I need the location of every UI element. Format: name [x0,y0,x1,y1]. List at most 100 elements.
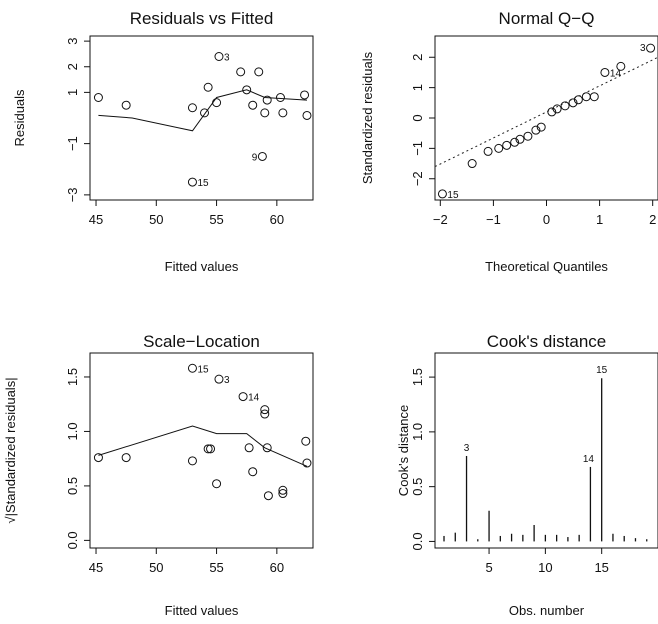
cd-y-tick-label: 0.5 [410,478,425,496]
qq-y-tick-label: −2 [410,171,425,186]
sl-data-point [238,392,248,402]
rvf-x-tick-label: 60 [270,212,284,227]
rvf-point-label: 3 [224,53,230,64]
cd-plot-frame [434,352,658,549]
sl-x-axis-label: Fitted values [165,603,239,618]
qq-y-tick-label: 2 [410,54,425,61]
sl-data-point [263,491,273,501]
qq-x-axis-label: Theoretical Quantiles [485,259,608,274]
rvf-data-point [121,100,131,110]
cd-x-axis-label: Obs. number [509,603,585,618]
sl-data-point [302,458,312,468]
sl-x-tick-label: 50 [149,560,163,575]
qq-data-point [568,98,578,108]
rvf-data-point [242,85,252,95]
qq-chart-title: Normal Q−Q [499,9,595,28]
qq-plot-frame [434,35,658,201]
rvf-data-point [260,108,270,118]
rvf-data-point [302,110,312,120]
sl-data-point [93,453,103,463]
sl-chart-title: Scale−Location [143,332,260,351]
qq-x-tick-label: −1 [486,212,501,227]
cd-y-tick-label: 0.0 [410,532,425,550]
sl-y-tick-label: 1.0 [65,422,80,440]
cd-y-tick-label: 1.0 [410,423,425,441]
rvf-data-point [236,67,246,77]
qq-data-point [547,107,557,117]
rvf-x-tick-label: 55 [209,212,223,227]
rvf-point-label: 15 [197,178,209,189]
rvf-y-tick-label: 2 [65,63,80,70]
rvf-y-tick-label: −1 [65,136,80,151]
qq-point-label: 3 [640,43,646,54]
rvf-y-tick-label: 3 [65,38,80,45]
cd-x-tick-label: 15 [594,560,608,575]
sl-x-tick-label: 55 [209,560,223,575]
rvf-data-point [187,103,197,113]
sl-data-point [203,444,213,454]
qq-data-point [467,159,477,169]
sl-y-tick-label: 1.5 [65,368,80,386]
rvf-data-point [214,52,224,61]
sl-y-axis-label: √|Standardized residuals| [3,377,18,523]
qq-x-tick-label: 0 [543,212,550,227]
rvf-y-tick-label: −3 [65,187,80,202]
sl-data-point [206,444,216,454]
cd-point-label: 14 [583,454,595,465]
rvf-chart-title: Residuals vs Fitted [130,9,274,28]
sl-point-label: 15 [197,364,209,375]
cd-point-label: 15 [596,365,608,376]
rvf-x-tick-label: 45 [89,212,103,227]
qq-data-point [552,104,562,114]
qq-data-point [515,134,525,144]
rvf-data-point [187,177,197,187]
qq-point-label: 14 [610,68,622,79]
qq-data-point [510,137,520,147]
qq-data-point [494,143,504,153]
rvf-data-point [200,108,210,118]
rvf-smooth-line [98,89,308,132]
cd-y-axis-label: Cook's distance [396,405,411,496]
sl-data-point [244,443,254,453]
qq-x-tick-label: 2 [649,212,656,227]
sl-data-point [187,456,197,466]
rvf-data-point [254,67,264,77]
rvf-data-point [212,98,222,108]
rvf-data-point [275,93,285,102]
rvf-plot-frame [89,35,314,201]
qq-data-point [646,43,656,53]
rvf-x-axis-label: Fitted values [165,259,239,274]
cd-x-tick-label: 10 [538,560,552,575]
sl-x-tick-label: 60 [270,560,284,575]
sl-plot-frame [89,352,314,549]
qq-data-point [523,131,533,141]
sl-data-point [212,479,222,489]
rvf-data-point [93,93,103,102]
sl-point-label: 3 [224,375,230,386]
sl-y-tick-label: 0.5 [65,477,80,495]
sl-data-point [301,436,311,446]
qq-x-tick-label: −2 [433,212,448,227]
sl-data-point [248,467,258,477]
sl-data-point [214,374,224,384]
rvf-data-point [257,151,267,161]
rvf-data-point [278,108,288,118]
rvf-y-tick-label: 1 [65,89,80,96]
qq-data-point [560,101,570,111]
rvf-data-point [203,82,213,92]
qq-point-label: 15 [447,190,459,201]
qq-y-tick-label: −1 [410,141,425,156]
qq-data-point [483,146,493,156]
qq-data-point [536,122,546,132]
sl-data-point [260,409,270,419]
qq-reference-line [434,56,658,168]
sl-data-point [278,489,288,499]
qq-y-tick-label: 0 [410,114,425,121]
qq-x-tick-label: 1 [596,212,603,227]
qq-data-point [437,189,447,199]
qq-data-point [600,67,610,77]
sl-x-tick-label: 45 [89,560,103,575]
qq-data-point [616,61,626,71]
rvf-data-point [300,90,310,100]
